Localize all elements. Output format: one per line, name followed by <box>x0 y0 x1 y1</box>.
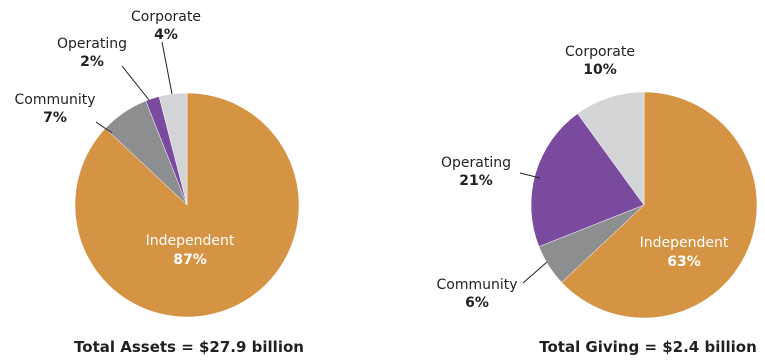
assets-community-label: Community <box>14 92 95 108</box>
giving-independent-value: 63% <box>667 254 701 270</box>
giving-caption: Total Giving = $2.4 billion <box>539 338 757 356</box>
giving-pie-chart: Corporate 10% Operating 21% Community 6%… <box>436 44 758 356</box>
assets-independent-value: 87% <box>173 252 207 268</box>
giving-slice-corporate <box>577 91 645 206</box>
giving-slice-independent <box>561 91 758 319</box>
assets-caption: Total Assets = $27.9 billion <box>74 338 304 356</box>
giving-community-label: Community <box>436 277 517 293</box>
giving-operating-leader <box>519 172 541 179</box>
assets-pie-chart: Corporate 4% Operating 2% Community 7% I… <box>14 9 303 356</box>
giving-community-value: 6% <box>465 295 489 311</box>
assets-corporate-leader <box>161 41 173 95</box>
assets-corporate-label: Corporate <box>131 9 201 25</box>
giving-operating-value: 21% <box>459 173 493 189</box>
assets-corporate-value: 4% <box>154 27 178 43</box>
assets-operating-leader <box>121 65 150 101</box>
assets-community-value: 7% <box>43 110 67 126</box>
assets-slices <box>74 92 300 318</box>
assets-community-leader <box>95 121 113 134</box>
giving-operating-label: Operating <box>441 155 511 171</box>
assets-slice-corporate <box>158 92 188 206</box>
giving-slice-operating <box>530 113 645 247</box>
assets-operating-value: 2% <box>80 54 104 70</box>
giving-slices <box>530 91 758 319</box>
giving-corporate-value: 10% <box>583 62 617 78</box>
assets-operating-label: Operating <box>57 36 127 52</box>
giving-corporate-label: Corporate <box>565 44 635 60</box>
giving-community-leader <box>522 261 548 284</box>
giving-independent-label: Independent <box>640 235 729 251</box>
assets-independent-label: Independent <box>146 233 235 249</box>
